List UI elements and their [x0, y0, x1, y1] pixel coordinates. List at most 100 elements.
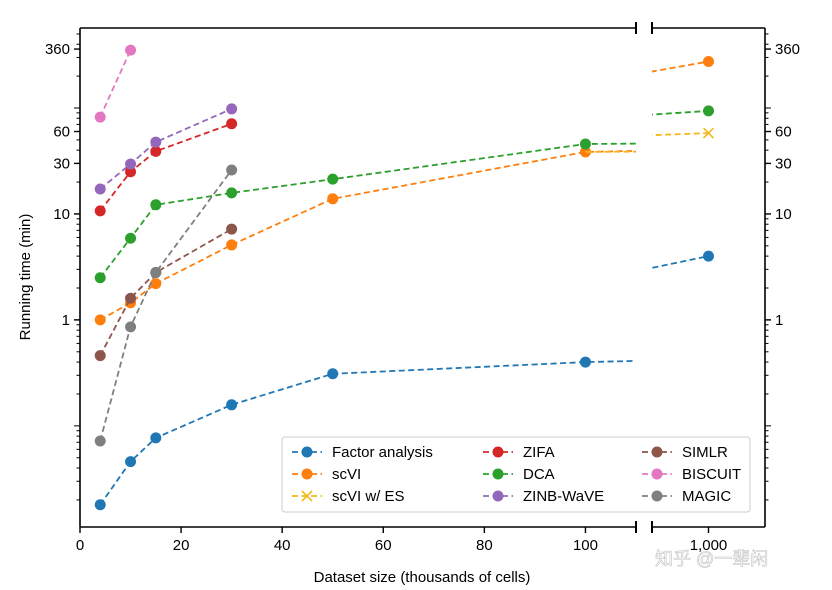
- x-tick-label: 80: [476, 537, 493, 554]
- data-point: [195, 146, 206, 157]
- legend-entry: DCA: [483, 466, 555, 483]
- y-tick-label-left: 60: [53, 124, 70, 141]
- data-point: [155, 118, 166, 129]
- series-line-biscuit: [99, 49, 132, 118]
- series-line-scvi-w-es: [652, 132, 709, 137]
- data-point: [94, 272, 106, 284]
- data-point: [150, 278, 162, 290]
- data-point: [155, 103, 166, 114]
- data-point: [166, 174, 177, 185]
- data-point: [150, 267, 162, 279]
- data-point: [651, 490, 663, 502]
- data-point: [492, 490, 504, 502]
- data-point: [155, 164, 166, 175]
- data-point: [226, 187, 238, 199]
- data-point: [195, 357, 206, 368]
- data-point: [579, 146, 591, 158]
- data-point: [150, 199, 162, 211]
- data-point-x: [301, 490, 313, 502]
- data-point: [94, 183, 106, 195]
- legend-label: scVI w/ ES: [332, 488, 405, 505]
- data-point: [492, 446, 504, 458]
- legend-label: ZIFA: [523, 444, 555, 461]
- data-point: [155, 399, 166, 410]
- x-tick-label: 20: [173, 537, 190, 554]
- data-point-x: [702, 127, 715, 139]
- series-line-scvi: [99, 149, 636, 321]
- data-point: [492, 468, 504, 480]
- data-point: [125, 44, 137, 56]
- y-tick-label-left: 360: [45, 41, 70, 58]
- y-tick-label-right: 30: [775, 155, 792, 172]
- x-tick-label: 1,000: [690, 537, 728, 554]
- legend-label: ZINB-WaVE: [523, 488, 604, 505]
- legend-entry: BISCUIT: [642, 466, 741, 483]
- legend-entry: scVI: [292, 466, 361, 483]
- data-point: [226, 118, 238, 130]
- data-point: [327, 368, 339, 380]
- legend-label: DCA: [523, 466, 555, 483]
- legend-entry: SIMLR: [642, 444, 728, 461]
- legend-entry: scVI w/ ES: [292, 488, 405, 505]
- data-point: [140, 205, 151, 216]
- series-line-zinb-wave: [99, 108, 232, 190]
- y-tick-label-right: 60: [775, 124, 792, 141]
- data-point: [125, 292, 137, 304]
- y-axis-label: Running time (min): [17, 214, 34, 341]
- data-point: [155, 224, 166, 235]
- series-line-magic: [146, 170, 161, 441]
- series-line-simlr: [99, 228, 233, 357]
- data-point: [301, 468, 313, 480]
- axes: 1 1 10 10 30 30 60 60 360 360 0 20 40 60 80 100 1,000: [45, 22, 800, 554]
- data-point: [703, 250, 714, 262]
- data-point: [226, 223, 238, 235]
- legend-label: SIMLR: [682, 444, 728, 461]
- y-tick-label-right: 10: [775, 206, 792, 223]
- y-tick-label-left: 30: [53, 155, 70, 172]
- data-point: [94, 499, 106, 511]
- legend-entry: ZINB-WaVE: [483, 488, 604, 505]
- data-point: [94, 205, 106, 217]
- data-point: [703, 105, 714, 117]
- data-point: [301, 446, 313, 458]
- x-tick-label: 40: [274, 537, 291, 554]
- data-point: [94, 350, 106, 362]
- legend-entry: ZIFA: [483, 444, 555, 461]
- legend-entry: MAGIC: [642, 488, 731, 505]
- legend-label: Factor analysis: [332, 444, 433, 461]
- series-line-magic: [99, 169, 233, 442]
- data-point: [125, 158, 137, 170]
- series-line-dca: [99, 142, 636, 279]
- data-point: [703, 55, 714, 67]
- data-point: [140, 350, 151, 361]
- right-plot-area: [140, 55, 715, 441]
- data-point: [155, 187, 166, 198]
- data-point: [94, 111, 106, 123]
- legend-label: BISCUIT: [682, 466, 741, 483]
- data-point: [140, 314, 151, 325]
- series-line-simlr: [146, 229, 161, 356]
- data-point: [144, 166, 155, 177]
- data-point: [94, 314, 106, 326]
- data-point: [150, 145, 162, 157]
- data-point: [125, 456, 137, 468]
- data-point: [327, 173, 339, 185]
- legend-box: [281, 436, 751, 513]
- data-point: [144, 233, 155, 244]
- left-plot-area: [94, 44, 636, 511]
- series-line-scvi-w-es: [585, 150, 636, 153]
- series-line-zifa: [99, 122, 232, 212]
- data-point: [144, 297, 155, 308]
- data-point: [226, 164, 238, 176]
- data-point: [150, 136, 162, 148]
- legend-label: scVI: [332, 466, 361, 483]
- data-point: [166, 368, 177, 379]
- data-point: [226, 399, 238, 411]
- data-point: [140, 112, 151, 123]
- y-tick-label-right: 360: [775, 41, 800, 58]
- legend-entry: Factor analysis: [292, 444, 433, 461]
- data-point: [155, 239, 166, 250]
- x-tick-label: 60: [375, 537, 392, 554]
- x-tick-label: 100: [573, 537, 598, 554]
